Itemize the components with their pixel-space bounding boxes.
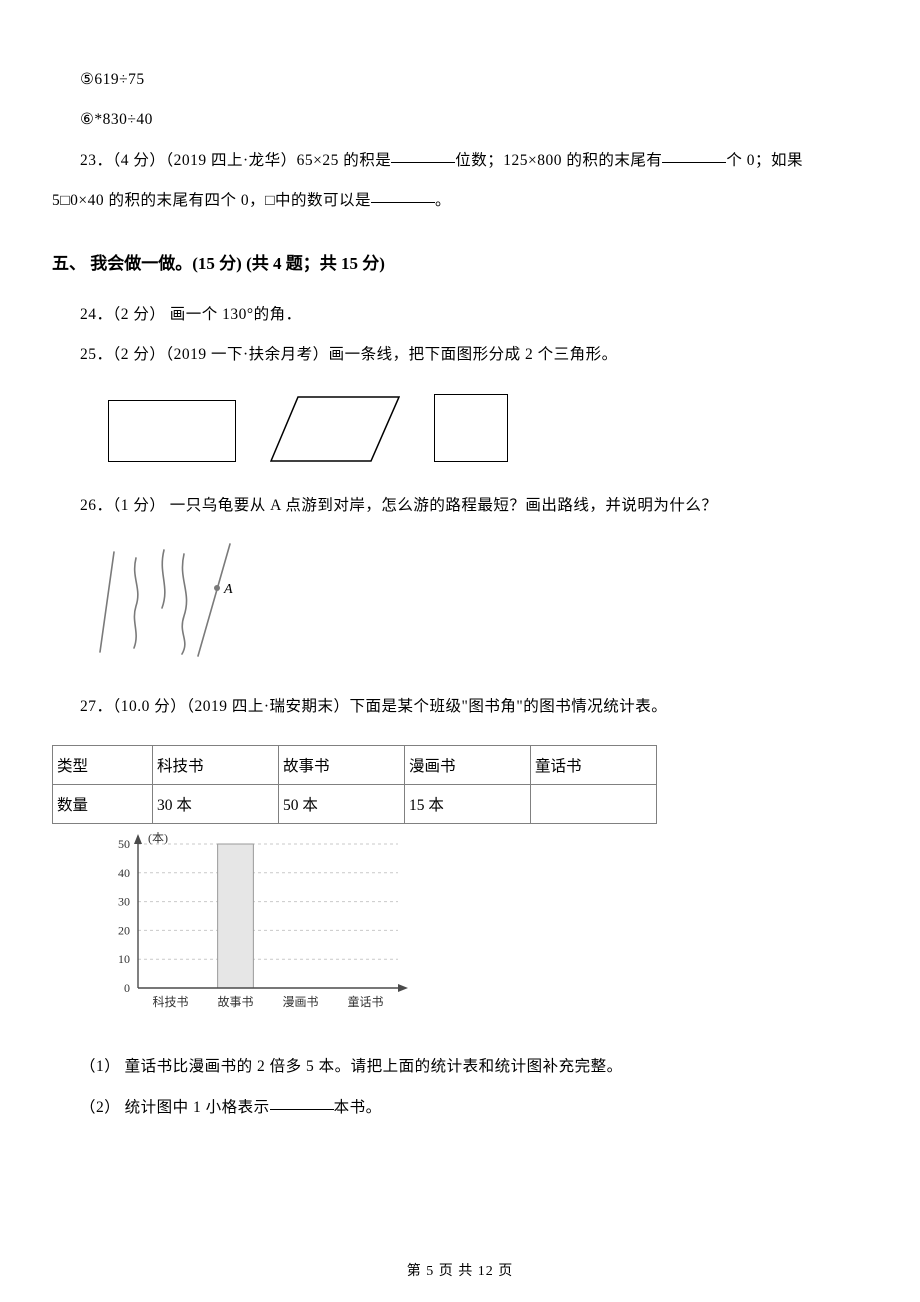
q27-chart: 0 10 20 30 40 50 科技书 故事书 漫画书 童话书 (本): [52, 832, 868, 1023]
svg-text:0: 0: [124, 981, 130, 995]
q23-suffix: 。: [435, 192, 451, 209]
q24-text: 24．（2 分） 画一个 130°的角．: [52, 295, 868, 335]
q27-table: 类型 科技书 故事书 漫画书 童话书 数量 30 本 50 本 15 本: [52, 745, 657, 824]
q23-prefix: 23．（4 分）（2019 四上·龙华）65×25 的积是: [80, 152, 391, 169]
table-cell-story: 50 本: [279, 785, 405, 824]
svg-text:漫画书: 漫画书: [282, 995, 318, 1009]
q27-text: 27．（10.0 分）（2019 四上·瑞安期末）下面是某个班级"图书角"的图书…: [52, 687, 868, 727]
point-a-marker: [214, 585, 220, 591]
q25-shape-rectangle-2: [434, 394, 508, 462]
point-a-label: A: [223, 582, 233, 597]
table-cell-fairy[interactable]: [531, 785, 657, 824]
q23-line2-prefix: 5□0×40 的积的末尾有四个 0，□中的数可以是: [52, 192, 371, 209]
page: ⑤619÷75 ⑥*830÷40 23．（4 分）（2019 四上·龙华）65×…: [0, 0, 920, 1302]
svg-text:故事书: 故事书: [217, 994, 253, 1009]
q23-line1: 23．（4 分）（2019 四上·龙华）65×25 的积是 位数；125×800 …: [52, 141, 868, 181]
svg-text:(本): (本): [148, 832, 168, 845]
q23-blank-3[interactable]: [371, 187, 435, 203]
table-row: 数量 30 本 50 本 15 本: [53, 785, 657, 824]
calc-item-5: ⑤619÷75: [52, 60, 868, 100]
table-header-fairy: 童话书: [531, 746, 657, 785]
q23-mid2: 个 0；如果: [726, 152, 803, 169]
svg-text:40: 40: [118, 866, 130, 880]
q23-line2: 5□0×40 的积的末尾有四个 0，□中的数可以是 。: [52, 181, 868, 221]
q27-sub2-blank[interactable]: [270, 1094, 334, 1110]
table-rowlabel-qty: 数量: [53, 785, 153, 824]
table-cell-sci: 30 本: [153, 785, 279, 824]
svg-text:科技书: 科技书: [152, 995, 188, 1009]
q26-figure: A: [52, 540, 868, 663]
svg-text:童话书: 童话书: [347, 994, 383, 1009]
svg-text:50: 50: [118, 837, 130, 851]
svg-text:30: 30: [118, 895, 130, 909]
section-5-heading: 五、 我会做一做。(15 分) (共 4 题；共 15 分): [52, 247, 868, 281]
q25-text: 25．（2 分）（2019 一下·扶余月考）画一条线，把下面图形分成 2 个三角…: [52, 335, 868, 375]
river-lines: [100, 544, 230, 656]
q26-text: 26．（1 分） 一只乌龟要从 A 点游到对岸，怎么游的路程最短？画出路线，并说…: [52, 486, 868, 526]
q25-shape-rectangle-1: [108, 400, 236, 462]
table-header-story: 故事书: [279, 746, 405, 785]
table-header-type: 类型: [53, 746, 153, 785]
bar-chart-svg: 0 10 20 30 40 50 科技书 故事书 漫画书 童话书 (本): [96, 832, 416, 1018]
q23-blank-1[interactable]: [391, 147, 455, 163]
parallelogram-poly: [271, 397, 399, 461]
q25-shape-parallelogram: [270, 396, 400, 462]
q27-sub2-suffix: 本书。: [334, 1099, 382, 1116]
page-footer: 第 5 页 共 12 页: [0, 1260, 920, 1280]
table-header-sci: 科技书: [153, 746, 279, 785]
table-header-comic: 漫画书: [405, 746, 531, 785]
calc-item-6: ⑥*830÷40: [52, 100, 868, 140]
turtle-svg: A: [98, 540, 246, 658]
svg-text:10: 10: [118, 953, 130, 967]
q25-shapes-row: [52, 394, 868, 462]
q23-blank-2[interactable]: [662, 147, 726, 163]
q27-sub2-prefix: （2） 统计图中 1 小格表示: [80, 1099, 270, 1116]
svg-text:20: 20: [118, 924, 130, 938]
table-row: 类型 科技书 故事书 漫画书 童话书: [53, 746, 657, 785]
q27-sub1: （1） 童话书比漫画书的 2 倍多 5 本。请把上面的统计表和统计图补充完整。: [52, 1047, 868, 1087]
q23-mid1: 位数；125×800 的积的末尾有: [455, 152, 662, 169]
table-cell-comic: 15 本: [405, 785, 531, 824]
q27-sub2: （2） 统计图中 1 小格表示 本书。: [52, 1088, 868, 1128]
